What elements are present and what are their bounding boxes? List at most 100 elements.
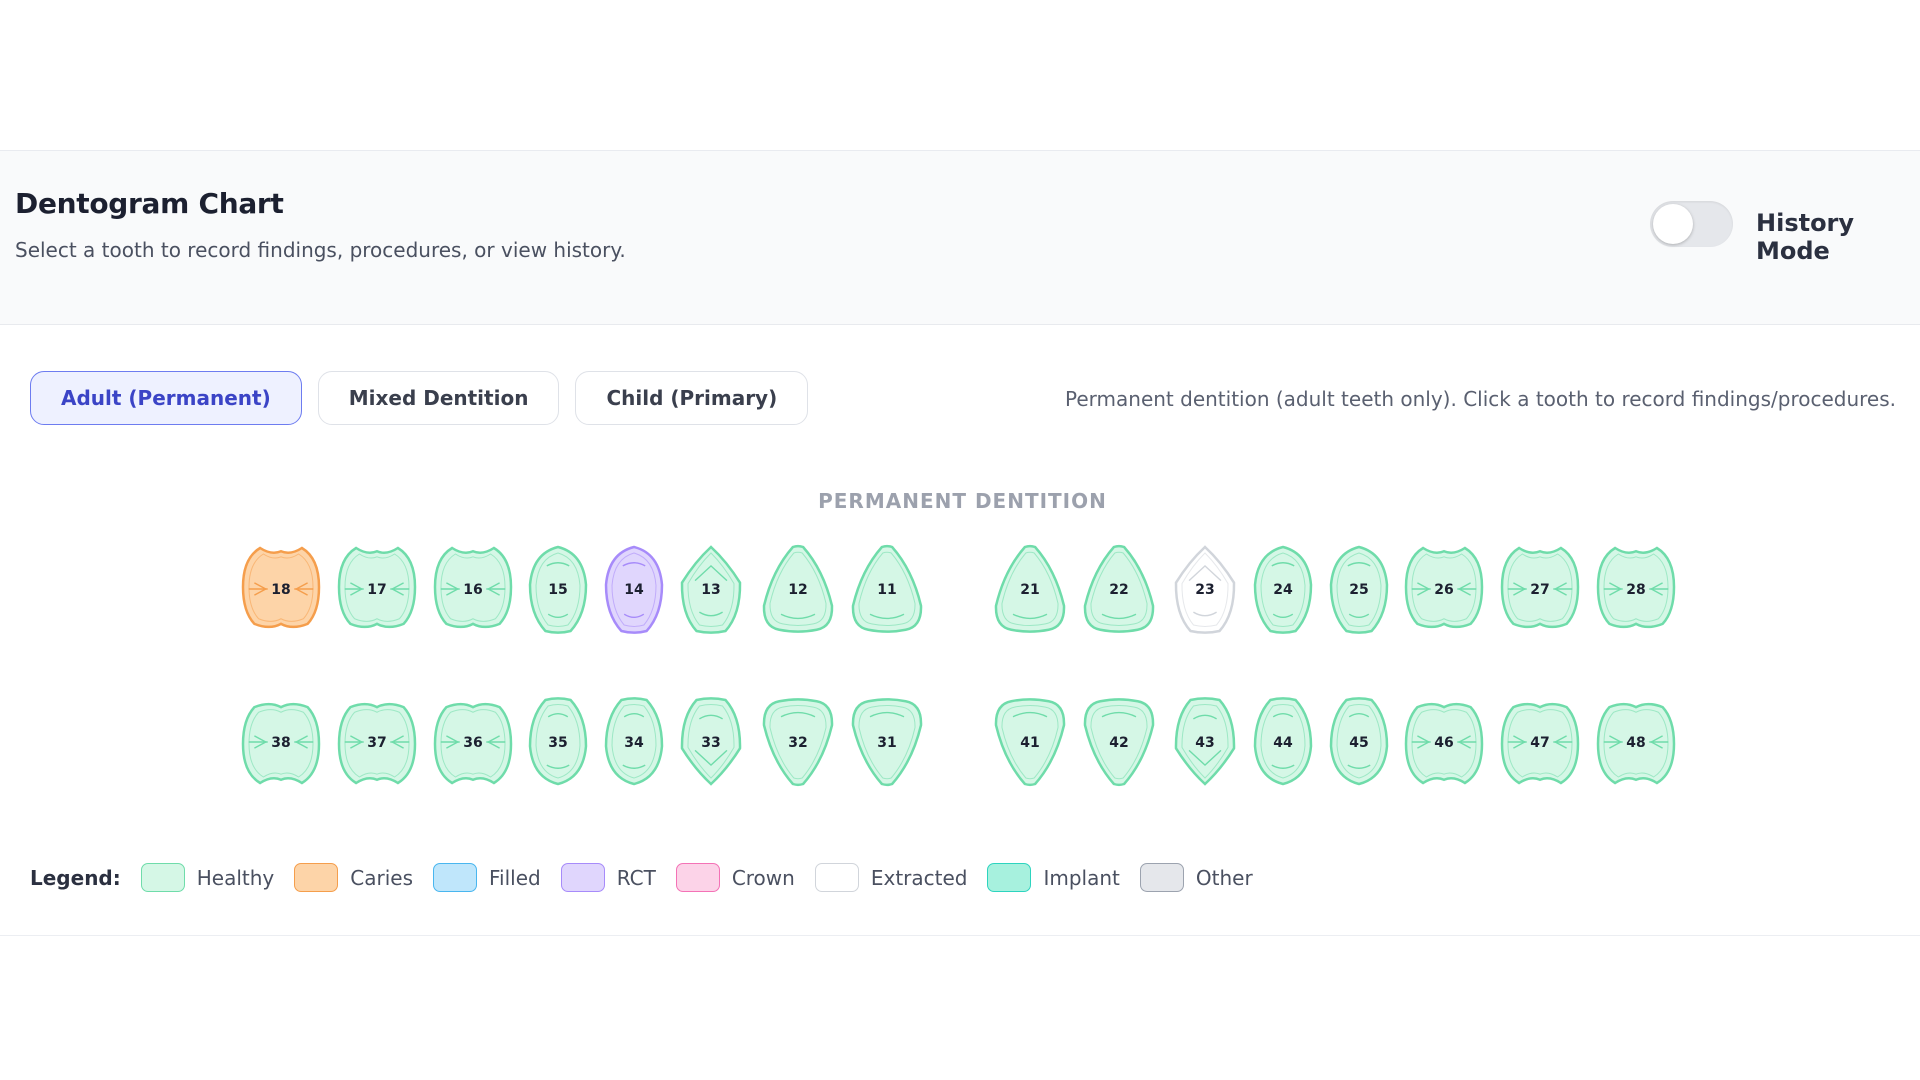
tooth-inner-outline — [1181, 704, 1229, 779]
tooth-surface-line — [486, 582, 500, 596]
tooth-inner-outline — [1336, 704, 1382, 779]
tooth-surface-marks — [1101, 613, 1137, 620]
tooth-inner-outline — [1181, 552, 1229, 627]
tooth-28[interactable]: 28 — [1596, 546, 1676, 629]
tooth-surface-line — [1457, 582, 1471, 596]
tooth-41[interactable]: 41 — [994, 698, 1066, 787]
tooth-13[interactable]: 13 — [680, 545, 742, 634]
tooth-surface-marks — [1271, 562, 1295, 619]
tooth-inner-outline — [248, 553, 314, 622]
tooth-surface-line — [446, 582, 460, 596]
tooth-surface-line — [1188, 564, 1222, 582]
tooth-number: 34 — [624, 735, 644, 751]
dentition-tabs: Adult (Permanent) Mixed Dentition Child … — [30, 371, 809, 425]
tooth-outline — [851, 698, 923, 787]
tooth-surface-line — [1513, 735, 1527, 749]
tooth-18[interactable]: 18 — [241, 546, 321, 629]
tooth-surface-marks — [1507, 582, 1573, 596]
tooth-surface-line — [1513, 582, 1527, 596]
tooth-surface-marks — [694, 714, 728, 767]
tooth-surface-marks — [1012, 613, 1048, 620]
tooth-surface-line — [294, 735, 308, 749]
tooth-27[interactable]: 27 — [1500, 546, 1580, 629]
tooth-surface-line — [780, 613, 816, 620]
history-mode-toggle[interactable] — [1650, 201, 1733, 247]
tooth-22[interactable]: 22 — [1083, 544, 1155, 633]
tooth-inner-outline — [1090, 551, 1148, 627]
tab-child-primary[interactable]: Child (Primary) — [575, 371, 809, 425]
tooth-36[interactable]: 36 — [433, 702, 513, 785]
legend-swatch — [1139, 863, 1184, 892]
tooth-number: 44 — [1273, 735, 1293, 751]
tooth-surface-line — [622, 562, 646, 567]
tooth-11[interactable]: 11 — [851, 544, 923, 633]
tooth-21[interactable]: 21 — [994, 544, 1066, 633]
tooth-number: 37 — [367, 735, 386, 751]
tooth-surface-line — [1193, 714, 1217, 720]
tooth-48[interactable]: 48 — [1596, 702, 1676, 785]
tooth-45[interactable]: 45 — [1329, 697, 1389, 786]
tooth-38[interactable]: 38 — [241, 702, 321, 785]
tooth-surface-marks — [1603, 582, 1669, 596]
tooth-24[interactable]: 24 — [1253, 545, 1313, 634]
tooth-42[interactable]: 42 — [1083, 698, 1155, 787]
tooth-outline — [241, 546, 321, 629]
tooth-33[interactable]: 33 — [680, 697, 742, 786]
tooth-outline — [762, 698, 834, 787]
tooth-number: 36 — [463, 735, 482, 751]
tooth-23[interactable]: 23 — [1174, 545, 1236, 634]
tab-mixed-dentition[interactable]: Mixed Dentition — [317, 371, 560, 425]
tooth-number: 47 — [1530, 735, 1549, 751]
tooth-inner-outline — [1411, 553, 1477, 622]
page-subtitle: Select a tooth to record findings, proce… — [15, 238, 626, 262]
tooth-surface-line — [446, 735, 460, 749]
tooth-14[interactable]: 14 — [604, 545, 664, 634]
toggle-knob — [1653, 204, 1693, 244]
tooth-outline — [604, 697, 664, 786]
tooth-16[interactable]: 16 — [433, 546, 513, 629]
page-title: Dentogram Chart — [15, 187, 284, 220]
tooth-outline — [680, 697, 742, 786]
tab-adult-permanent[interactable]: Adult (Permanent) — [30, 371, 302, 425]
tooth-surface-line — [1101, 613, 1137, 620]
tooth-outline — [1253, 697, 1313, 786]
legend-label: Healthy — [196, 865, 275, 890]
tooth-inner-outline — [1507, 709, 1573, 778]
tooth-inner-outline — [344, 709, 410, 778]
tooth-outline — [994, 698, 1066, 787]
tooth-number: 22 — [1109, 582, 1128, 598]
tooth-43[interactable]: 43 — [1174, 697, 1236, 786]
tooth-surface-line — [1609, 735, 1623, 749]
tooth-46[interactable]: 46 — [1404, 702, 1484, 785]
tooth-26[interactable]: 26 — [1404, 546, 1484, 629]
tooth-number: 43 — [1195, 735, 1214, 751]
legend-item-rct: RCT — [560, 863, 656, 892]
tooth-surface-line — [1272, 613, 1294, 619]
tooth-inner-outline — [440, 709, 506, 778]
legend-label: Crown — [731, 865, 795, 890]
legend-swatch — [294, 863, 339, 892]
tooth-surface-line — [390, 582, 404, 596]
tooth-inner-outline — [1336, 552, 1382, 627]
tooth-surface-line — [254, 582, 268, 596]
tooth-surface-line — [1348, 712, 1370, 718]
tooth-37[interactable]: 37 — [337, 702, 417, 785]
tooth-surface-line — [546, 562, 570, 567]
tooth-25[interactable]: 25 — [1329, 545, 1389, 634]
tooth-47[interactable]: 47 — [1500, 702, 1580, 785]
tooth-44[interactable]: 44 — [1253, 697, 1313, 786]
tooth-32[interactable]: 32 — [762, 698, 834, 787]
tab-help-text: Permanent dentition (adult teeth only). … — [1065, 387, 1896, 411]
tooth-34[interactable]: 34 — [604, 697, 664, 786]
tooth-31[interactable]: 31 — [851, 698, 923, 787]
tooth-35[interactable]: 35 — [528, 697, 588, 786]
tooth-surface-marks — [1603, 735, 1669, 749]
tooth-17[interactable]: 17 — [337, 546, 417, 629]
tooth-outline — [604, 545, 664, 634]
tooth-12[interactable]: 12 — [762, 544, 834, 633]
tooth-surface-marks — [440, 735, 506, 749]
tooth-number: 48 — [1626, 735, 1645, 751]
tooth-15[interactable]: 15 — [528, 545, 588, 634]
tooth-number: 15 — [548, 582, 567, 598]
tooth-inner-outline — [1001, 704, 1059, 780]
